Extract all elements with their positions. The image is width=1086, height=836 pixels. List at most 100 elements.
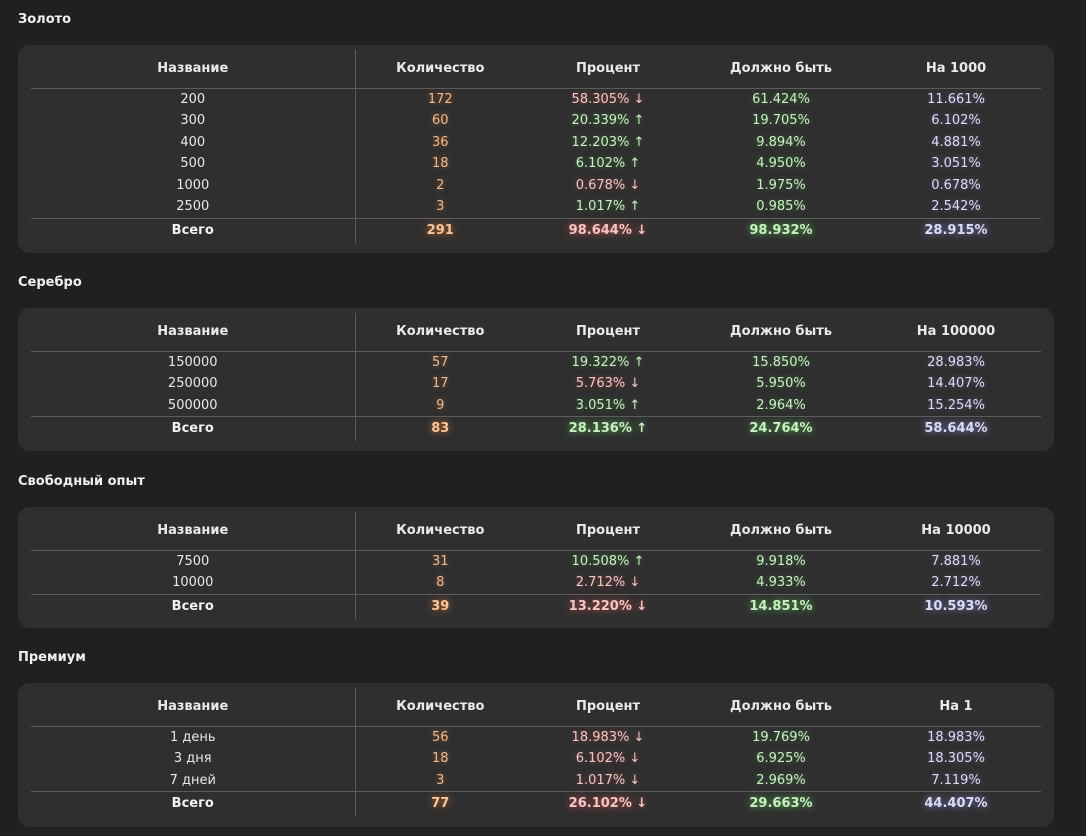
arrow-up-icon: ↑ [629, 156, 641, 172]
header-name: Название [31, 688, 356, 727]
cell-should: 19.705% [752, 113, 810, 129]
table-header-row: Название Количество Процент Должно быть … [31, 512, 1041, 551]
table-row: 150000 57 19.322% ↑ 15.850% 28.983% [31, 351, 1041, 374]
cell-per: 15.254% [927, 397, 985, 413]
cell-per: 7.119% [931, 772, 981, 788]
cell-percent: 2.712% ↓ [525, 572, 691, 594]
cell-should: 9.918% [756, 553, 806, 569]
percent-value: 19.322% [571, 354, 630, 370]
arrow-up-icon: ↑ [636, 421, 648, 437]
cell-percent: 3.051% ↑ [525, 395, 691, 417]
table-row: 400 36 12.203% ↑ 9.894% 4.881% [31, 131, 1041, 154]
cell-name: 500000 [31, 394, 356, 417]
cell-name: Всего [31, 593, 356, 619]
cell-percent: 6.102% ↑ [525, 153, 691, 175]
table-row: 3 дня 18 6.102% ↓ 6.925% 18.305% [31, 748, 1041, 770]
cell-per: 18.305% [927, 751, 985, 767]
cell-name: 250000 [31, 373, 356, 395]
table-row: 7 дней 3 1.017% ↓ 2.969% 7.119% [31, 769, 1041, 792]
cell-should: 4.933% [756, 575, 806, 591]
percent-value: 13.220% [568, 598, 632, 614]
arrow-up-icon: ↑ [629, 199, 641, 215]
cell-name: Всего [31, 791, 356, 817]
header-name: Название [31, 313, 356, 352]
cell-per: 28.915% [871, 218, 1041, 244]
header-count: Количество [355, 313, 525, 352]
header-percent: Процент [525, 512, 691, 551]
header-per: На 10000 [871, 512, 1041, 551]
table-row: 10000 8 2.712% ↓ 4.933% 2.712% [31, 572, 1041, 595]
cell-name: 500 [31, 153, 356, 175]
arrow-down-icon: ↓ [633, 729, 645, 745]
cell-name: 150000 [31, 351, 356, 374]
cell-should: 5.950% [756, 376, 806, 392]
cell-should: 9.894% [756, 134, 806, 150]
table-row: 500000 9 3.051% ↑ 2.964% 15.254% [31, 394, 1041, 417]
cell-should: 1.975% [756, 177, 806, 193]
arrow-down-icon: ↓ [629, 376, 641, 392]
cell-percent: 1.017% ↑ [525, 196, 691, 218]
percent-value: 5.763% [575, 376, 626, 392]
cell-per: 0.678% [931, 177, 981, 193]
header-name: Название [31, 50, 356, 89]
cell-name: 1 день [31, 726, 356, 749]
cell-per: 28.983% [927, 354, 985, 370]
cell-count: 8 [436, 575, 445, 591]
section-title-gold: Золото [18, 12, 72, 27]
cell-count: 3 [436, 199, 445, 215]
arrow-down-icon: ↓ [636, 796, 648, 812]
header-percent: Процент [525, 50, 691, 89]
cell-name: 7 дней [31, 769, 356, 792]
percent-value: 3.051% [575, 397, 626, 413]
table-free-xp: Название Количество Процент Должно быть … [31, 512, 1041, 619]
table-total-row: Всего 77 26.102% ↓ 29.663% 44.407% [31, 791, 1041, 817]
table-row: 1000 2 0.678% ↓ 1.975% 0.678% [31, 174, 1041, 197]
arrow-down-icon: ↓ [633, 91, 645, 107]
header-count: Количество [355, 688, 525, 727]
cell-per: 58.644% [871, 416, 1041, 442]
percent-value: 1.017% [575, 772, 626, 788]
table-card-silver: Название Количество Процент Должно быть … [18, 308, 1054, 451]
cell-count: 57 [431, 354, 449, 370]
percent-value: 6.102% [575, 156, 626, 172]
arrow-down-icon: ↓ [629, 772, 641, 788]
cell-should: 14.851% [691, 593, 871, 619]
cell-per: 2.542% [931, 199, 981, 215]
cell-percent: 19.322% ↑ [525, 351, 691, 373]
table-total-row: Всего 83 28.136% ↑ 24.764% 58.644% [31, 416, 1041, 442]
cell-per: 10.593% [871, 593, 1041, 619]
table-card-gold: Название Количество Процент Должно быть … [18, 45, 1054, 253]
table-header-row: Название Количество Процент Должно быть … [31, 50, 1041, 89]
cell-count: 172 [427, 91, 453, 107]
table-row: 2500 3 1.017% ↑ 0.985% 2.542% [31, 196, 1041, 219]
table-row: 1 день 56 18.983% ↓ 19.769% 18.983% [31, 726, 1041, 749]
cell-name: 1000 [31, 174, 356, 197]
percent-value: 26.102% [568, 796, 632, 812]
table-silver: Название Количество Процент Должно быть … [31, 313, 1041, 442]
arrow-up-icon: ↑ [633, 553, 645, 569]
cell-count: 17 [431, 376, 449, 392]
cell-count: 31 [431, 553, 449, 569]
cell-name: Всего [31, 416, 356, 442]
cell-should: 15.850% [752, 354, 810, 370]
header-count: Количество [355, 50, 525, 89]
cell-name: 7500 [31, 550, 356, 573]
percent-value: 20.339% [571, 113, 630, 129]
arrow-down-icon: ↓ [629, 575, 641, 591]
cell-per: 4.881% [931, 134, 981, 150]
cell-name: 10000 [31, 572, 356, 595]
cell-should: 2.969% [756, 772, 806, 788]
header-percent: Процент [525, 688, 691, 727]
arrow-up-icon: ↑ [633, 134, 645, 150]
percent-value: 58.305% [571, 91, 630, 107]
cell-percent: 6.102% ↓ [525, 748, 691, 770]
arrow-up-icon: ↑ [633, 113, 645, 129]
percent-value: 1.017% [575, 199, 626, 215]
cell-percent: 10.508% ↑ [525, 550, 691, 572]
table-card-premium: Название Количество Процент Должно быть … [18, 683, 1054, 827]
cell-should: 98.932% [691, 218, 871, 244]
section-title-premium: Премиум [18, 650, 86, 665]
cell-count: 18 [431, 751, 449, 767]
percent-value: 10.508% [571, 553, 630, 569]
cell-count: 2 [436, 177, 445, 193]
